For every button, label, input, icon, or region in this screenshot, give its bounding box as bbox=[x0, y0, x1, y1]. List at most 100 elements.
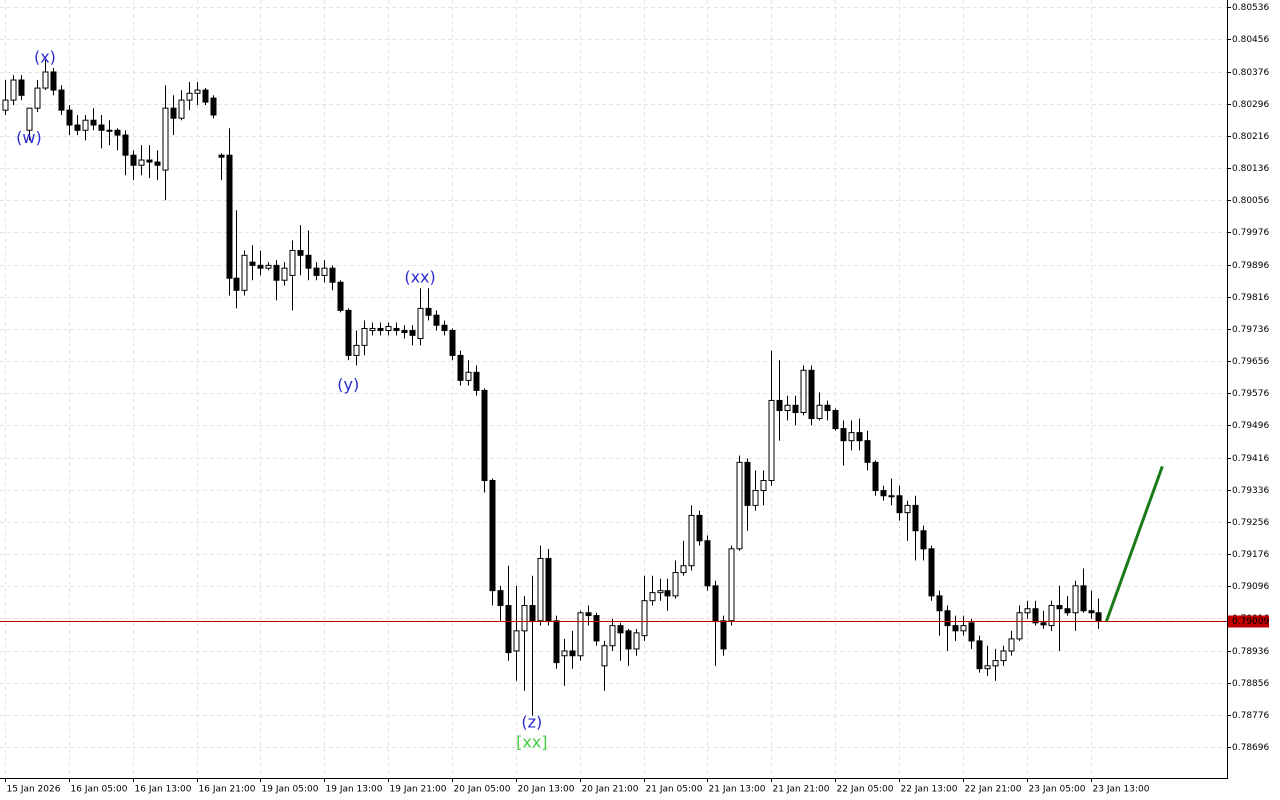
candle-body bbox=[904, 504, 911, 514]
x-tick-label: 19 Jan 05:00 bbox=[262, 785, 319, 795]
candle-body bbox=[305, 254, 312, 269]
candle-body bbox=[664, 590, 671, 597]
axes-layer: 0.80536 0.80456 0.80376 0.80296 0.80216 0.801… bbox=[5, 3, 1269, 795]
candle-body bbox=[42, 71, 49, 89]
candle-body bbox=[601, 645, 608, 667]
y-tick-label: 0.79576 bbox=[1232, 389, 1269, 399]
candle-body bbox=[337, 281, 344, 311]
candle-body bbox=[824, 404, 831, 412]
wave-label: (y) bbox=[337, 375, 359, 394]
candle-body bbox=[202, 89, 209, 103]
candle-body bbox=[138, 159, 145, 166]
candle-body bbox=[864, 440, 871, 463]
candle-body bbox=[58, 89, 65, 111]
candle-body bbox=[984, 665, 991, 670]
candle-body bbox=[233, 277, 240, 291]
candle-body bbox=[680, 565, 687, 574]
x-tick-label: 22 Jan 21:00 bbox=[965, 785, 1022, 795]
y-tick-label: 0.80056 bbox=[1232, 196, 1269, 206]
candle-body bbox=[273, 264, 280, 281]
candle-body bbox=[880, 490, 887, 497]
candle-body bbox=[226, 154, 233, 279]
candle-body bbox=[513, 630, 520, 652]
x-tick-label: 20 Jan 21:00 bbox=[582, 785, 639, 795]
candle-body bbox=[257, 264, 264, 269]
candle-body bbox=[752, 490, 759, 506]
candle-body bbox=[2, 99, 9, 111]
candle-body bbox=[952, 625, 959, 632]
candle-body bbox=[417, 307, 424, 340]
candle-body bbox=[577, 612, 584, 657]
y-tick-label: 0.80376 bbox=[1232, 68, 1269, 78]
candle-body bbox=[704, 540, 711, 587]
candle-body bbox=[297, 249, 304, 256]
candle-body bbox=[241, 254, 248, 291]
candle-body bbox=[960, 625, 967, 632]
candle-body bbox=[433, 314, 440, 326]
price-tag-label: 0.79009 bbox=[1232, 617, 1269, 627]
candle-body bbox=[792, 404, 799, 414]
projection-line bbox=[1105, 465, 1164, 622]
candle-body bbox=[976, 640, 983, 670]
candle-body bbox=[1056, 605, 1063, 610]
candle-body bbox=[1000, 650, 1007, 662]
x-tick-label: 22 Jan 13:00 bbox=[901, 785, 958, 795]
candle-body bbox=[114, 129, 121, 136]
x-tick-label: 19 Jan 13:00 bbox=[326, 785, 383, 795]
candle-body bbox=[1064, 608, 1071, 614]
candle-body bbox=[497, 590, 504, 607]
y-tick-label: 0.79496 bbox=[1232, 421, 1269, 431]
candle-body bbox=[106, 129, 113, 132]
candle-body bbox=[393, 327, 400, 331]
candle-body bbox=[593, 615, 600, 642]
candle-body bbox=[409, 329, 416, 336]
candle-body bbox=[186, 92, 193, 101]
candle-body bbox=[194, 89, 201, 94]
wave-label: (z) bbox=[521, 712, 542, 731]
candle-body bbox=[760, 479, 767, 492]
y-tick-label: 0.78856 bbox=[1232, 679, 1269, 689]
x-tick-label: 23 Jan 13:00 bbox=[1093, 785, 1150, 795]
candle-body bbox=[936, 595, 943, 612]
x-tick-label: 22 Jan 05:00 bbox=[837, 785, 894, 795]
x-tick-label: 16 Jan 21:00 bbox=[199, 785, 256, 795]
candle-body bbox=[537, 557, 544, 622]
candle-body bbox=[808, 369, 815, 420]
candle-body bbox=[74, 124, 81, 131]
candle-body bbox=[82, 119, 89, 131]
candle-body bbox=[425, 307, 432, 316]
candle-body bbox=[1088, 610, 1095, 614]
wave-label: (x) bbox=[34, 47, 56, 66]
candle-body bbox=[872, 461, 879, 492]
candle-body bbox=[832, 410, 839, 430]
y-tick-label: 0.79736 bbox=[1232, 325, 1269, 335]
candle-body bbox=[377, 327, 384, 331]
candle-body bbox=[896, 495, 903, 514]
candle-body bbox=[281, 267, 288, 281]
y-tick-label: 0.79416 bbox=[1232, 454, 1269, 464]
candle-body bbox=[856, 432, 863, 442]
y-tick-label: 0.79096 bbox=[1232, 582, 1269, 592]
candle-body bbox=[1008, 638, 1015, 652]
candle-body bbox=[178, 99, 185, 119]
candle-body bbox=[720, 620, 727, 650]
candle-body bbox=[912, 504, 919, 532]
candle-body bbox=[218, 154, 225, 158]
candle-body bbox=[34, 87, 41, 109]
candle-body bbox=[122, 134, 129, 156]
candle-body bbox=[385, 325, 392, 331]
x-tick-label: 20 Jan 13:00 bbox=[518, 785, 575, 795]
candle-body bbox=[968, 622, 975, 642]
x-tick-label: 15 Jan 2026 bbox=[7, 785, 61, 795]
candle-body bbox=[609, 625, 616, 647]
candle-body bbox=[992, 660, 999, 667]
x-tick-label: 21 Jan 21:00 bbox=[773, 785, 830, 795]
candle-body bbox=[784, 404, 791, 412]
candle-body bbox=[457, 354, 464, 381]
candle-body bbox=[465, 371, 472, 381]
y-tick-label: 0.80136 bbox=[1232, 164, 1269, 174]
candle-body bbox=[553, 620, 560, 664]
candle-body bbox=[130, 154, 137, 166]
x-tick-label: 16 Jan 05:00 bbox=[71, 785, 128, 795]
wave-label: (xx) bbox=[404, 268, 435, 287]
